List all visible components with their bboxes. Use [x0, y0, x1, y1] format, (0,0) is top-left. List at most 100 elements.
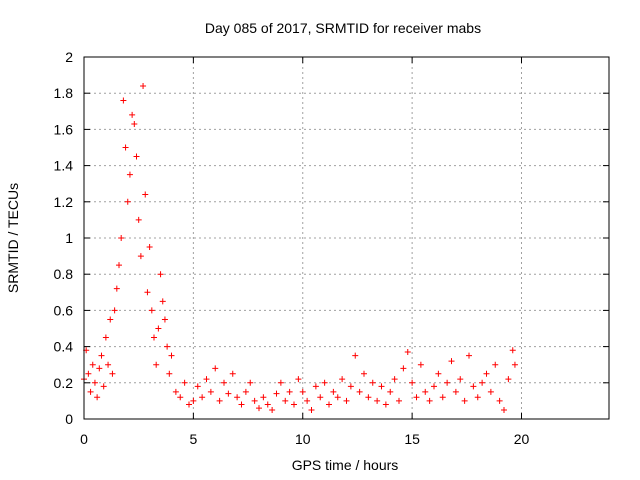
data-point: [194, 383, 201, 390]
data-point: [387, 388, 394, 395]
data-point: [172, 388, 179, 395]
y-tick-label: 1: [65, 230, 73, 246]
data-point: [501, 406, 507, 413]
data-point: [148, 307, 155, 314]
data-point: [98, 352, 105, 359]
data-point: [164, 343, 171, 350]
y-tick-label: 0.6: [54, 302, 74, 318]
data-point: [212, 365, 219, 372]
data-point: [107, 316, 114, 323]
data-point: [177, 394, 184, 401]
data-points: [81, 82, 518, 413]
data-point: [140, 82, 147, 89]
data-point: [483, 370, 490, 377]
data-point: [105, 361, 112, 368]
data-point: [396, 397, 402, 404]
x-tick-label: 15: [404, 431, 420, 447]
data-point: [264, 401, 271, 408]
chart-title: Day 085 of 2017, SRMTID for receiver mab…: [205, 20, 481, 36]
data-point: [511, 361, 518, 368]
data-point: [144, 289, 151, 296]
data-point: [146, 244, 153, 251]
y-tick-label: 0.4: [54, 339, 74, 355]
data-point: [203, 376, 210, 383]
data-point: [444, 379, 451, 386]
data-point: [470, 383, 477, 390]
data-point: [295, 376, 302, 383]
data-point: [85, 370, 92, 377]
data-point: [221, 379, 227, 386]
data-point: [126, 171, 133, 178]
data-point: [343, 397, 350, 404]
data-point: [369, 379, 376, 386]
y-axis-label: SRMTID / TECUs: [5, 183, 21, 293]
data-point: [317, 394, 324, 401]
data-point: [422, 388, 429, 395]
x-tick-label: 5: [189, 431, 197, 447]
data-point: [207, 388, 214, 395]
y-tick-label: 0: [65, 411, 73, 427]
x-tick-label: 10: [295, 431, 311, 447]
data-point: [400, 365, 407, 372]
data-point: [157, 271, 164, 278]
data-point: [100, 383, 107, 390]
data-point: [109, 370, 116, 377]
data-point: [131, 120, 138, 127]
data-point: [120, 97, 127, 104]
data-point: [273, 390, 280, 397]
data-point: [102, 334, 109, 341]
data-point: [291, 401, 297, 408]
data-point: [347, 383, 354, 390]
data-point: [299, 388, 306, 395]
data-point: [91, 379, 98, 386]
data-point: [238, 401, 245, 408]
data-point: [129, 111, 136, 118]
y-tick-label: 1.4: [54, 158, 74, 174]
data-point: [118, 235, 125, 241]
data-point: [96, 365, 103, 372]
data-point: [330, 388, 337, 395]
data-point: [151, 334, 157, 341]
data-point: [496, 397, 503, 404]
data-point: [382, 401, 389, 408]
data-point: [269, 406, 276, 413]
data-point: [216, 397, 223, 404]
data-point: [417, 361, 424, 368]
data-point: [153, 361, 160, 368]
grid: [84, 57, 609, 419]
data-point: [413, 394, 420, 401]
data-point: [505, 376, 512, 383]
data-point: [352, 352, 359, 359]
data-point: [308, 406, 315, 413]
data-point: [334, 394, 341, 401]
data-point: [474, 394, 481, 401]
data-point: [304, 397, 311, 404]
y-tick-label: 0.8: [54, 266, 74, 282]
data-point: [479, 379, 486, 386]
data-point: [286, 388, 293, 395]
data-point: [509, 347, 516, 354]
data-point: [113, 285, 120, 292]
data-point: [452, 388, 459, 395]
y-tick-label: 1.8: [54, 85, 74, 101]
data-point: [89, 361, 96, 368]
data-point: [361, 370, 367, 377]
data-point: [225, 390, 232, 397]
data-point: [487, 388, 494, 395]
data-point: [251, 397, 258, 404]
data-point: [339, 376, 346, 383]
data-point: [137, 253, 144, 260]
data-point: [457, 376, 464, 383]
data-point: [260, 394, 267, 401]
data-point: [122, 144, 129, 151]
data-point: [116, 262, 122, 269]
data-point: [365, 394, 372, 401]
data-point: [326, 401, 332, 408]
data-point: [466, 352, 472, 359]
data-point: [435, 370, 442, 377]
data-point: [448, 358, 455, 365]
data-point: [404, 349, 411, 356]
x-tick-label: 20: [514, 431, 530, 447]
